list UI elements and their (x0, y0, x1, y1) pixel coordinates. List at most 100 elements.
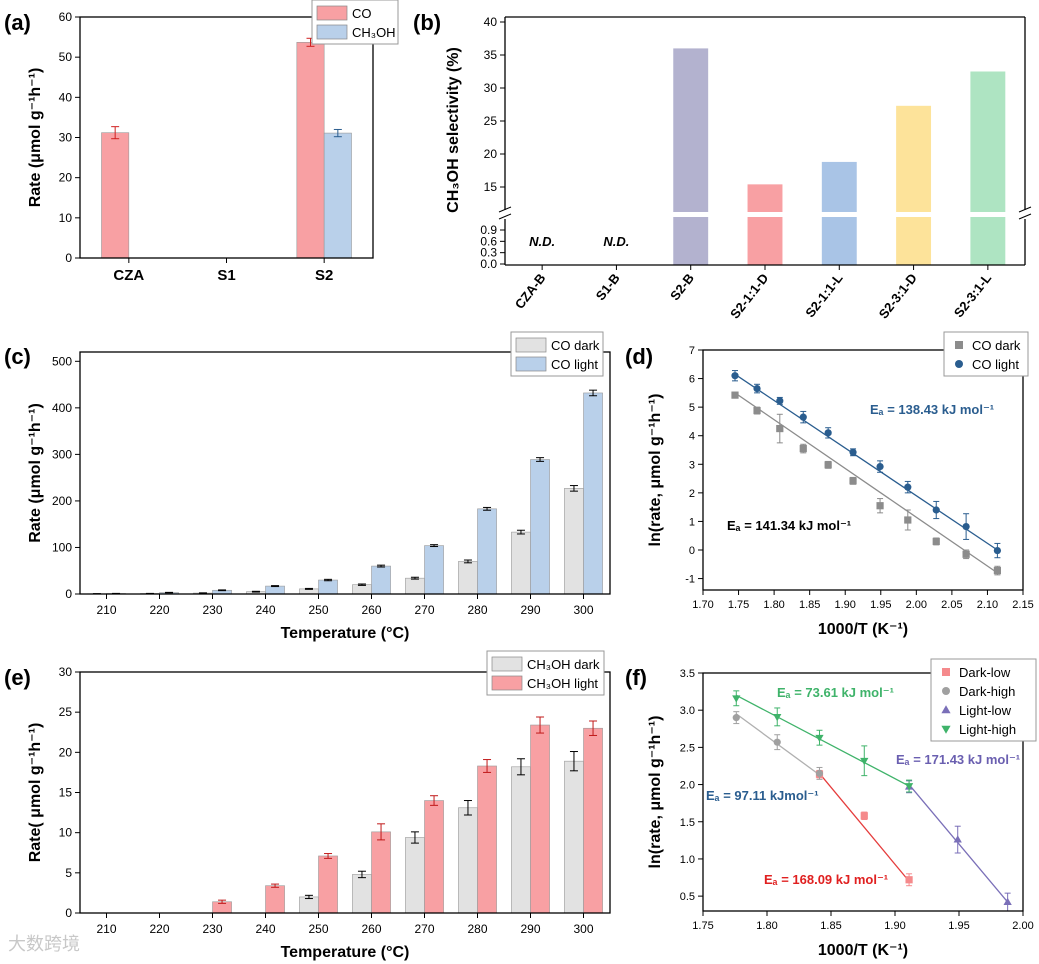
y-tick-label: 0.0 (480, 257, 497, 271)
y-tick-label: 5 (65, 866, 72, 880)
y-tick-label: 10 (59, 211, 73, 225)
y-tick-label: 40 (59, 90, 73, 104)
legend-label: Light-high (959, 722, 1016, 737)
y-tick-label: 3 (689, 459, 695, 471)
x-axis-title: Temperature (°C) (281, 944, 410, 961)
legend-label: CH₃OH dark (527, 657, 600, 672)
x-tick-label: 290 (520, 603, 540, 617)
x-tick-label: 280 (467, 922, 487, 936)
legend-swatch (491, 675, 523, 691)
bar (477, 508, 497, 595)
x-tick-label: 290 (520, 922, 540, 936)
chart-b: N.D. CZA-B N.D. S1-B S2-B S2-1:1-D S2-1:1-L S2-… (445, 15, 1032, 321)
data-point (732, 714, 740, 722)
bar (458, 807, 478, 914)
bar (970, 71, 1006, 265)
x-tick-label: 270 (414, 922, 434, 936)
bar (530, 724, 550, 914)
x-tick-label: S2 (315, 267, 333, 284)
y-tick-label: 0 (65, 587, 72, 601)
y-axis-title: CH₃OH selectivity (%) (445, 47, 462, 213)
bar (371, 831, 391, 914)
x-tick-label: 1.85 (799, 599, 820, 611)
plot-frame (702, 349, 1024, 591)
x-axis-title: Temperature (°C) (281, 625, 410, 642)
legend-label: CO dark (551, 338, 600, 353)
y-tick-label: 25 (484, 114, 498, 128)
bar (405, 577, 425, 595)
data-point (993, 566, 1001, 575)
bar (583, 392, 603, 595)
x-tick-label: 1.95 (870, 599, 891, 611)
bar (424, 800, 444, 914)
break-mark (1018, 206, 1032, 213)
y-tick-label: 1.5 (680, 817, 695, 829)
legend-label: CH₃OH (352, 25, 396, 40)
x-tick-label: 240 (255, 922, 275, 936)
x-tick-label: 1.90 (835, 599, 856, 611)
panel-label: (c) (4, 344, 31, 369)
y-tick-label: 2 (689, 488, 695, 500)
x-tick-label: 260 (361, 922, 381, 936)
x-tick-label: 1.80 (756, 920, 777, 932)
x-tick-label: 2.00 (1012, 920, 1033, 932)
data-point (753, 384, 761, 393)
fit-line (908, 784, 1009, 903)
y-tick-label: 30 (484, 81, 498, 95)
y-tick-label: 0 (689, 545, 695, 557)
break-mark (1018, 213, 1032, 220)
bar (371, 565, 391, 595)
fit-line (734, 392, 998, 574)
data-point (876, 462, 884, 471)
y-tick-label: 35 (484, 48, 498, 62)
x-tick-label: 2.15 (1012, 599, 1033, 611)
data-point (955, 341, 963, 349)
bar-annotation: N.D. (603, 234, 629, 249)
y-axis-title: ln(rate, μmol g⁻¹h⁻¹) (647, 716, 664, 869)
data-point (849, 477, 857, 485)
x-tick-label: 250 (308, 603, 328, 617)
activation-energy-label: Eₐ = 138.43 kJ mol⁻¹ (870, 402, 994, 417)
bar (265, 885, 285, 914)
data-point (932, 537, 940, 546)
x-tick-label: 230 (202, 922, 222, 936)
data-point (731, 372, 739, 380)
legend-label: CO dark (972, 338, 1021, 353)
x-tick-label: 1.80 (763, 599, 784, 611)
y-axis-title: ln(rate, μmol g⁻¹h⁻¹) (647, 394, 664, 547)
data-point (941, 725, 951, 734)
y-tick-label: 0 (65, 251, 72, 265)
data-point (732, 695, 741, 703)
legend-swatch (316, 5, 348, 21)
legend-label: CO (352, 6, 372, 21)
y-tick-label: 20 (59, 745, 73, 759)
data-point (904, 483, 912, 491)
x-axis-title: 1000/T (K⁻¹) (818, 621, 908, 638)
data-point (824, 429, 832, 437)
bar (101, 132, 130, 259)
x-tick-label: 1.85 (820, 920, 841, 932)
y-tick-label: 500 (52, 354, 72, 368)
y-tick-label: 7 (689, 345, 695, 357)
x-tick-label: 230 (202, 603, 222, 617)
bar (352, 584, 372, 595)
plot-frame (79, 16, 374, 259)
y-tick-label: 300 (52, 447, 72, 461)
legend-swatch (515, 356, 547, 372)
data-point (799, 444, 807, 453)
data-point (932, 506, 940, 514)
y-tick-label: 0.3 (480, 246, 497, 260)
bar (896, 105, 932, 265)
bar (265, 585, 285, 595)
y-tick-label: 400 (52, 401, 72, 415)
data-point (773, 738, 781, 746)
y-tick-label: 15 (484, 180, 498, 194)
x-tick-label: S2-B (667, 271, 697, 304)
y-axis-title: Rate( μmol g⁻¹h⁻¹) (27, 723, 44, 863)
data-point (1003, 897, 1012, 905)
legend-label: CH₃OH light (527, 676, 598, 691)
panel-label: (e) (4, 665, 31, 690)
y-tick-label: 1.0 (680, 854, 695, 866)
axis-break-gap (503, 212, 1027, 217)
data-point (941, 705, 951, 714)
